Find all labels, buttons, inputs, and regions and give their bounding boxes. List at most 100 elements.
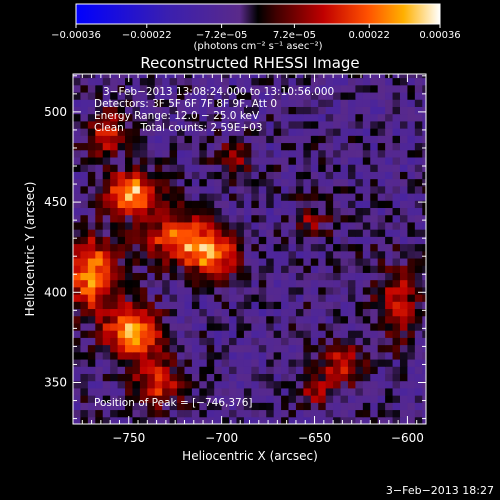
heatmap-cell bbox=[258, 416, 267, 424]
heatmap-cell bbox=[154, 178, 163, 187]
heatmap-cell bbox=[132, 258, 141, 266]
heatmap-cell bbox=[206, 272, 215, 281]
heatmap-cell bbox=[333, 221, 342, 230]
heatmap-cell bbox=[87, 99, 96, 107]
heatmap-cell bbox=[154, 409, 163, 418]
heatmap-cell bbox=[422, 77, 426, 86]
heatmap-cell bbox=[177, 301, 185, 310]
heatmap-cell bbox=[206, 308, 215, 317]
heatmap-cell bbox=[199, 286, 208, 295]
heatmap-cell bbox=[117, 120, 126, 129]
heatmap-cell bbox=[214, 366, 223, 374]
heatmap-cell bbox=[414, 265, 423, 273]
heatmap-cell bbox=[422, 265, 426, 273]
heatmap-cell bbox=[221, 294, 230, 302]
heatmap-cell bbox=[266, 84, 275, 93]
heatmap-cell bbox=[184, 193, 193, 201]
heatmap-cell bbox=[229, 366, 237, 374]
heatmap-cell bbox=[266, 214, 275, 223]
heatmap-cell bbox=[125, 84, 133, 93]
heatmap-cell bbox=[414, 135, 423, 144]
heatmap-cell bbox=[184, 200, 193, 209]
heatmap-cell bbox=[370, 301, 379, 310]
heatmap-cell bbox=[132, 308, 141, 317]
heatmap-cell bbox=[273, 106, 282, 115]
heatmap-cell bbox=[362, 221, 371, 230]
heatmap-cell bbox=[288, 229, 297, 237]
heatmap-cell bbox=[333, 214, 342, 223]
heatmap-cell bbox=[266, 387, 275, 396]
heatmap-cell bbox=[340, 84, 349, 93]
heatmap-cell bbox=[214, 243, 223, 252]
heatmap-cell bbox=[87, 301, 96, 310]
heatmap-cell bbox=[370, 236, 379, 245]
heatmap-cell bbox=[333, 171, 342, 180]
x-axis: −750 −700 −650 −600 bbox=[81, 74, 427, 445]
heatmap-cell bbox=[288, 200, 297, 209]
heatmap-cell bbox=[258, 250, 267, 259]
y-axis-label: Heliocentric Y (arcsec) bbox=[23, 182, 37, 317]
heatmap-cell bbox=[333, 258, 342, 266]
heatmap-cell bbox=[199, 373, 208, 382]
heatmap-cell bbox=[139, 366, 148, 374]
heatmap-cell bbox=[132, 380, 141, 389]
heatmap-cell bbox=[243, 294, 252, 302]
heatmap-cell bbox=[347, 142, 356, 151]
heatmap-cell bbox=[385, 308, 394, 317]
heatmap-cell bbox=[214, 272, 223, 281]
heatmap-cell bbox=[414, 409, 423, 418]
heatmap-cell bbox=[422, 200, 426, 209]
heatmap-cell bbox=[132, 128, 141, 136]
heatmap-cell bbox=[340, 301, 349, 310]
heatmap-cell bbox=[251, 409, 260, 418]
heatmap-cell bbox=[80, 221, 89, 230]
heatmap-cell bbox=[117, 294, 126, 302]
heatmap-cell bbox=[73, 265, 81, 273]
heatmap-cell bbox=[236, 322, 245, 331]
heatmap-cell bbox=[340, 272, 349, 281]
heatmap-cell bbox=[243, 99, 252, 107]
heatmap-cell bbox=[199, 330, 208, 338]
heatmap-cell bbox=[340, 200, 349, 209]
heatmap-cell bbox=[191, 207, 200, 216]
heatmap-cell bbox=[251, 308, 260, 317]
heatmap-cell bbox=[318, 258, 327, 266]
heatmap-cell bbox=[139, 395, 148, 403]
heatmap-cell bbox=[243, 200, 252, 209]
heatmap-cell bbox=[139, 344, 148, 353]
heatmap-cell bbox=[117, 373, 126, 382]
heatmap-cell bbox=[325, 221, 334, 230]
heatmap-cell bbox=[251, 294, 260, 302]
heatmap-cell bbox=[399, 84, 408, 93]
heatmap-cell bbox=[295, 351, 304, 360]
heatmap-cell bbox=[407, 294, 416, 302]
heatmap-cell bbox=[258, 330, 267, 338]
heatmap-cell bbox=[162, 106, 171, 115]
heatmap-cell bbox=[251, 373, 260, 382]
heatmap-cell bbox=[303, 286, 312, 295]
heatmap-cell bbox=[236, 149, 245, 158]
heatmap-cell bbox=[87, 359, 96, 367]
heatmap-cell bbox=[273, 294, 282, 302]
heatmap-cell bbox=[355, 77, 364, 86]
heatmap-cell bbox=[273, 265, 282, 273]
heatmap-cell bbox=[139, 164, 148, 172]
heatmap-cell bbox=[243, 272, 252, 281]
heatmap-cell bbox=[310, 351, 319, 360]
heatmap-cell bbox=[385, 149, 394, 158]
heatmap-cell bbox=[340, 74, 349, 79]
heatmap-cell bbox=[132, 106, 141, 115]
heatmap-cell bbox=[281, 359, 290, 367]
heatmap-cell bbox=[355, 156, 364, 165]
heatmap-cell bbox=[392, 351, 401, 360]
heatmap-cell bbox=[221, 221, 230, 230]
heatmap-cell bbox=[214, 171, 223, 180]
heatmap-cell bbox=[347, 229, 356, 237]
heatmap-cell bbox=[80, 77, 89, 86]
heatmap-cell bbox=[110, 416, 119, 424]
heatmap-cell bbox=[169, 77, 178, 86]
heatmap-cell bbox=[370, 221, 379, 230]
heatmap-cell bbox=[310, 359, 319, 367]
y-tick-label: 400 bbox=[44, 285, 67, 299]
heatmap-cell bbox=[154, 308, 163, 317]
